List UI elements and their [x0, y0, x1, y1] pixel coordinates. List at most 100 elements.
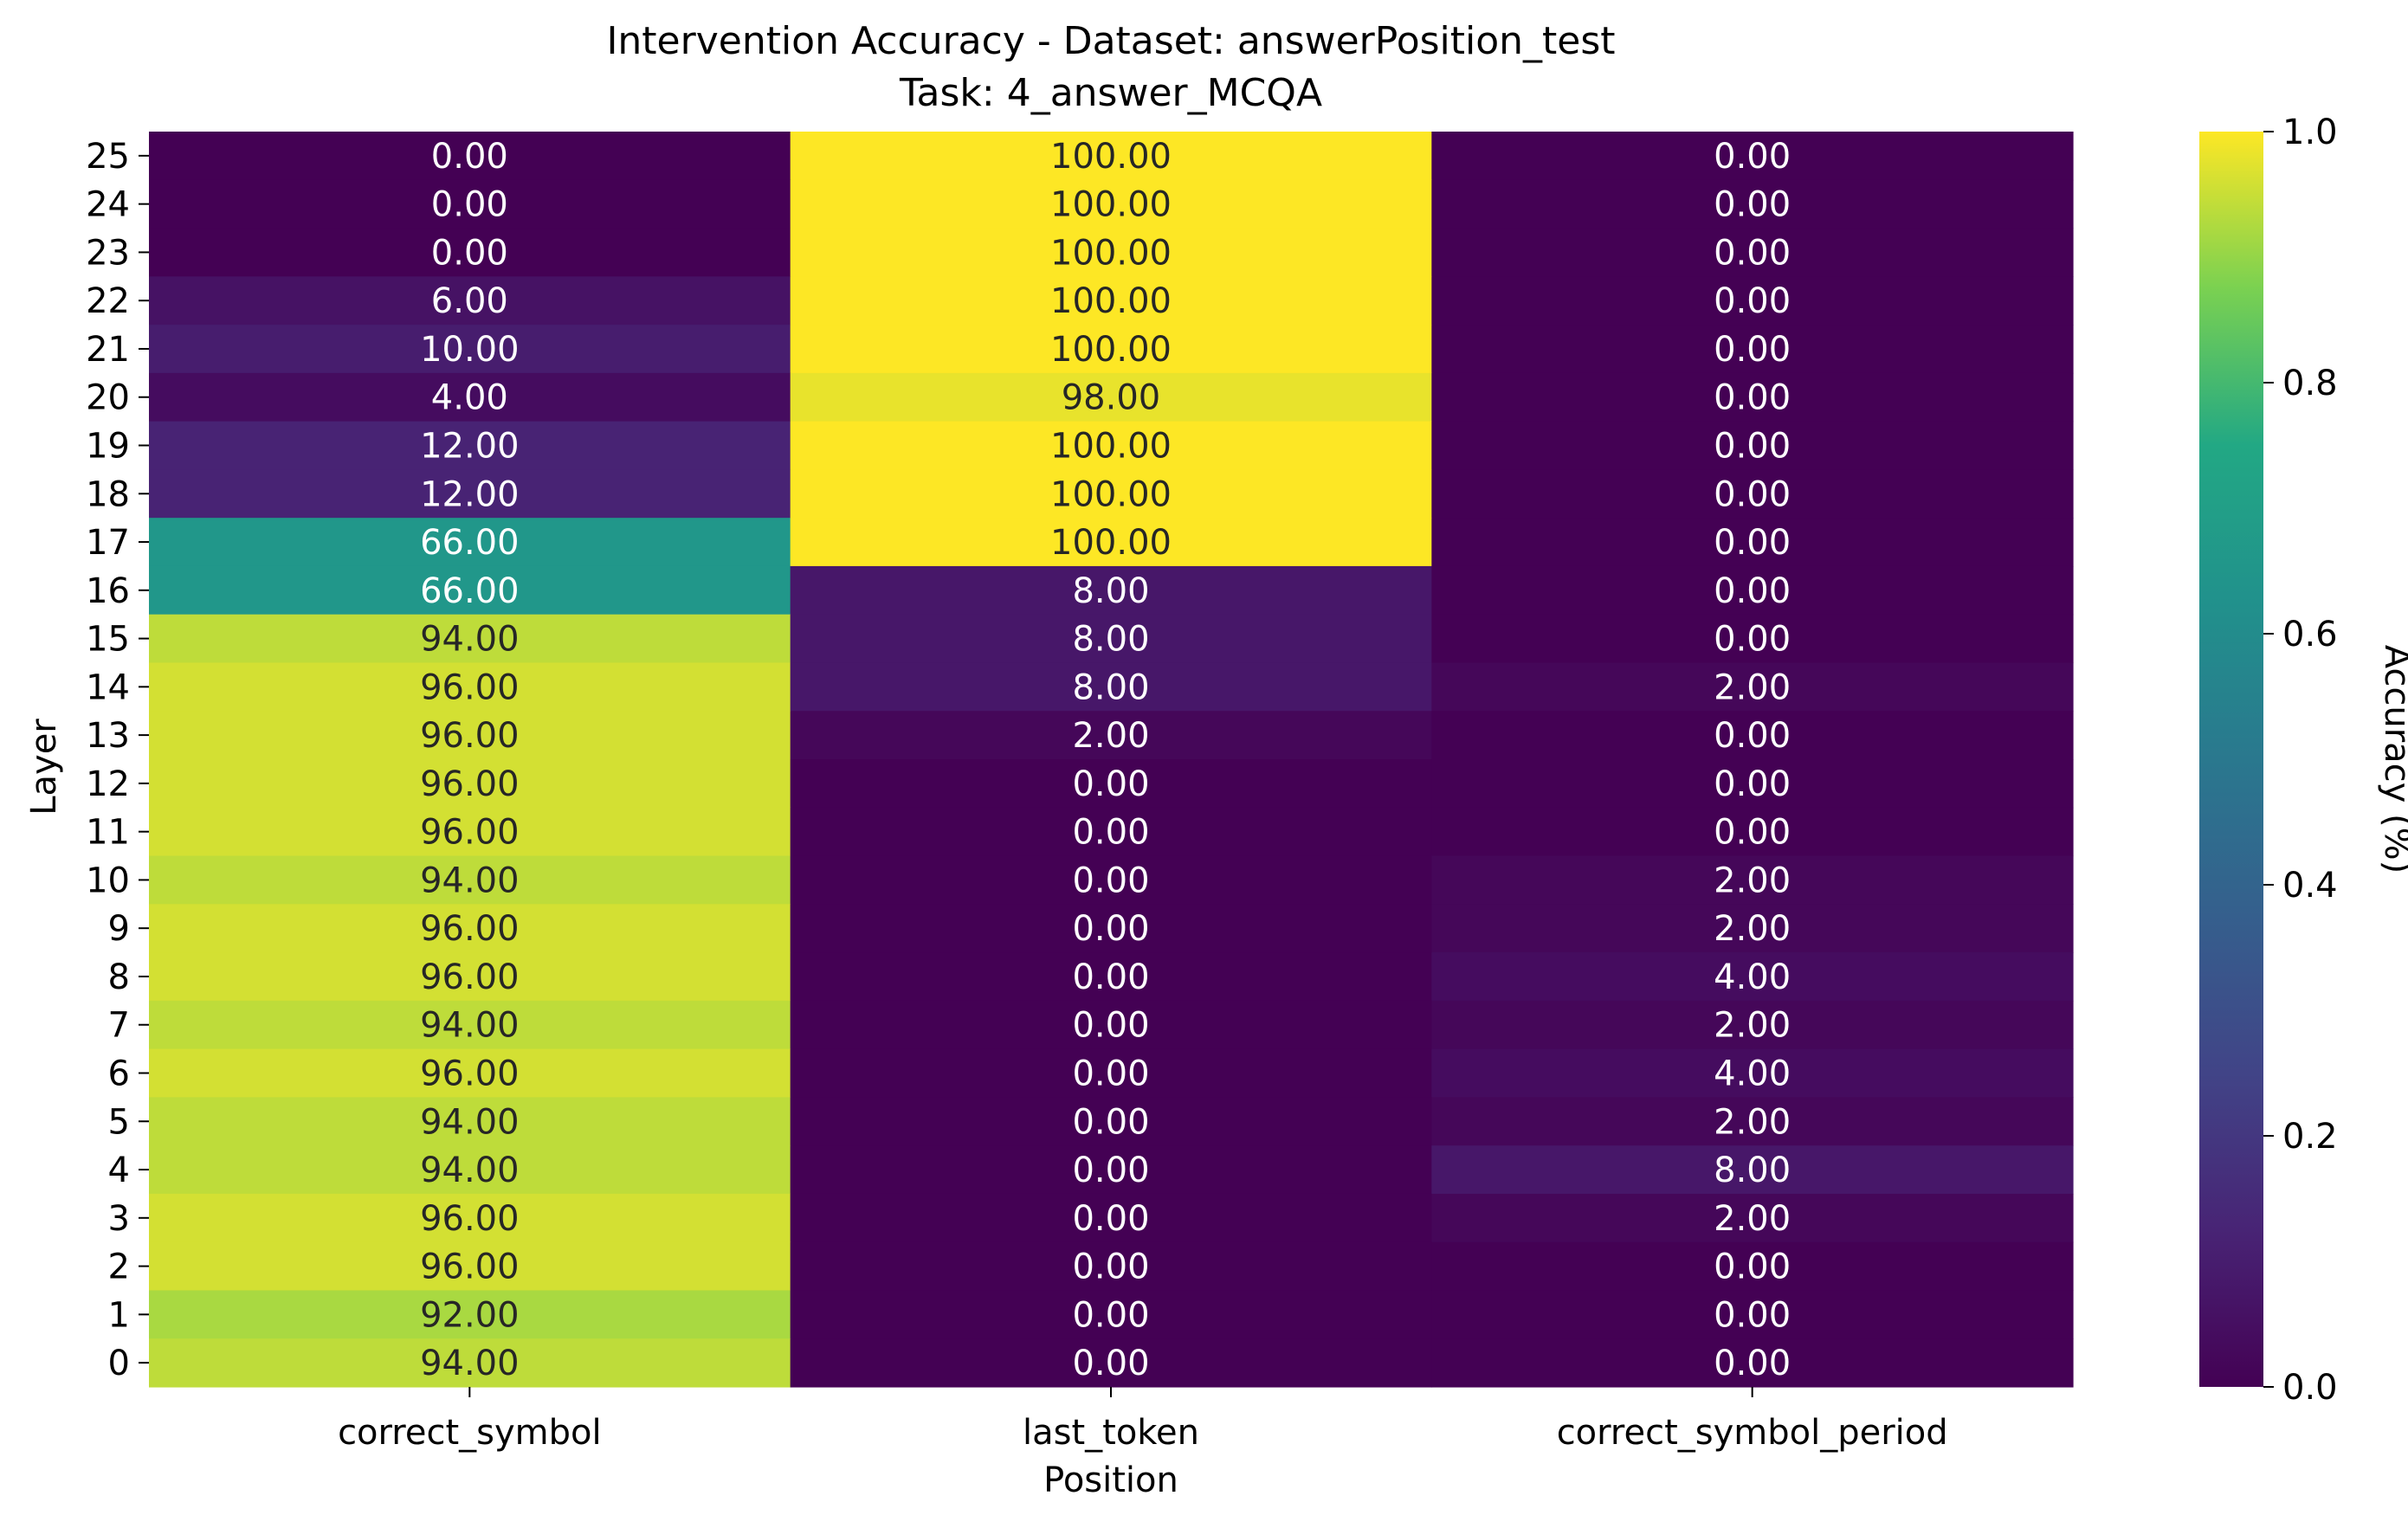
cell-value-label: 2.00	[1714, 1006, 1791, 1046]
y-tick-label: 14	[86, 667, 130, 707]
cell-value-label: 66.00	[420, 571, 520, 611]
cell-value-label: 0.00	[1072, 1344, 1149, 1383]
heatmap-cell	[790, 1241, 1432, 1292]
cell-value-label: 0.00	[1072, 1151, 1149, 1190]
cell-value-label: 96.00	[420, 667, 520, 707]
cell-value-label: 100.00	[1050, 330, 1172, 370]
y-tick-label: 17	[86, 523, 130, 563]
heatmap-cell	[1431, 904, 2074, 953]
heatmap-cell	[149, 565, 791, 616]
heatmap-cell	[1431, 1145, 2074, 1195]
cell-value-label: 0.00	[1714, 233, 1791, 273]
heatmap-cell	[790, 228, 1432, 277]
cell-value-label: 100.00	[1050, 233, 1172, 273]
heatmap-cell	[1431, 662, 2074, 712]
heatmap-cell	[790, 469, 1432, 519]
heatmap-cell	[149, 1241, 791, 1292]
cell-value-label: 0.00	[1072, 861, 1149, 900]
cell-value-label: 0.00	[1714, 330, 1791, 370]
cell-value-label: 94.00	[420, 1102, 520, 1142]
cell-value-label: 94.00	[420, 861, 520, 900]
y-tick-label: 0	[108, 1344, 130, 1383]
heatmap-cell	[790, 421, 1432, 470]
chart-subtitle: Task: 4_answer_MCQA	[899, 71, 1322, 115]
y-tick-label: 21	[86, 330, 130, 370]
colorbar-tick-label: 0.0	[2282, 1368, 2338, 1408]
y-tick-label: 13	[86, 716, 130, 756]
y-tick-label: 11	[86, 813, 130, 853]
heatmap-cell	[790, 1097, 1432, 1146]
heatmap-cell	[1431, 711, 2074, 760]
cell-value-label: 10.00	[420, 330, 520, 370]
cell-value-label: 0.00	[1714, 620, 1791, 660]
heatmap-cell	[790, 855, 1432, 905]
heatmap-cell	[1431, 855, 2074, 905]
heatmap-cell	[149, 1338, 791, 1388]
y-tick-label: 1	[108, 1295, 130, 1335]
cell-value-label: 96.00	[420, 1248, 520, 1287]
heatmap-cell	[790, 1145, 1432, 1195]
heatmap-cell	[149, 904, 791, 953]
heatmap-cell	[790, 711, 1432, 760]
y-tick-label: 10	[86, 861, 130, 900]
heatmap-cell	[1431, 565, 2074, 616]
heatmap-cell	[790, 179, 1432, 229]
heatmap-cell	[149, 179, 791, 229]
cell-value-label: 6.00	[431, 281, 508, 321]
cell-value-label: 4.00	[1714, 1054, 1791, 1094]
heatmap-cell	[1431, 952, 2074, 1002]
heatmap-cell	[149, 1097, 791, 1146]
cell-value-label: 92.00	[420, 1295, 520, 1335]
colorbar-ticks: 0.0 0.2 0.4 0.6 0.8 1.0	[2263, 113, 2338, 1408]
heatmap-cell	[1431, 1193, 2074, 1243]
heatmap-cell	[149, 759, 791, 809]
y-tick-label: 3	[108, 1199, 130, 1239]
colorbar-tick-label: 0.8	[2282, 364, 2338, 403]
heatmap-cell	[790, 276, 1432, 326]
cell-value-label: 0.00	[1714, 1295, 1791, 1335]
cell-value-label: 96.00	[420, 1199, 520, 1239]
y-tick-label: 12	[86, 764, 130, 804]
y-tick-label: 22	[86, 281, 130, 321]
heatmap-cell	[149, 469, 791, 519]
cell-value-label: 0.00	[1714, 185, 1791, 225]
y-tick-label: 5	[108, 1102, 130, 1142]
cell-value-label: 94.00	[420, 1006, 520, 1046]
heatmap-cell	[149, 952, 791, 1002]
cell-value-label: 94.00	[420, 1151, 520, 1190]
cell-value-label: 4.00	[1714, 957, 1791, 997]
chart-title: Intervention Accuracy - Dataset: answerP…	[606, 19, 1615, 63]
heatmap-cell	[149, 1000, 791, 1050]
cell-value-label: 8.00	[1072, 571, 1149, 611]
y-tick-label: 24	[86, 185, 130, 225]
heatmap-cell	[1431, 807, 2074, 857]
cell-value-label: 98.00	[1062, 378, 1161, 418]
colorbar-tick-label: 0.4	[2282, 866, 2338, 906]
cell-value-label: 0.00	[1072, 1054, 1149, 1094]
heatmap-cell	[1431, 759, 2074, 809]
heatmap-cell	[1431, 1338, 2074, 1388]
y-axis-label: Layer	[24, 719, 64, 816]
heatmap-cell	[790, 614, 1432, 664]
heatmap-cell	[149, 807, 791, 857]
heatmap-cell	[1431, 372, 2074, 422]
heatmap-cell	[149, 1048, 791, 1098]
heatmap-cell	[790, 1048, 1432, 1098]
heatmap-cell	[1431, 518, 2074, 567]
heatmap-cell	[1431, 469, 2074, 519]
y-tick-label: 25	[86, 137, 130, 177]
cell-value-label: 94.00	[420, 620, 520, 660]
cell-value-label: 0.00	[1714, 1344, 1791, 1383]
cell-value-label: 8.00	[1072, 620, 1149, 660]
heatmap-cell	[1431, 1000, 2074, 1050]
x-axis-ticks: correct_symbol last_token correct_symbol_p…	[338, 1387, 1948, 1453]
heatmap-cell	[790, 565, 1432, 616]
y-tick-label: 9	[108, 909, 130, 949]
cell-value-label: 0.00	[1714, 1248, 1791, 1287]
cell-value-label: 4.00	[431, 378, 508, 418]
cell-value-label: 2.00	[1072, 716, 1149, 756]
colorbar	[2199, 132, 2263, 1387]
heatmap-cell	[1431, 276, 2074, 326]
heatmap-cell	[149, 1290, 791, 1339]
heatmap-cell	[149, 614, 791, 664]
